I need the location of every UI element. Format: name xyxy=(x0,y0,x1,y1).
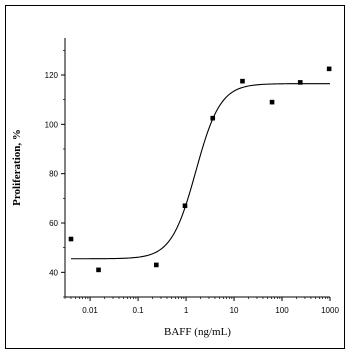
x-tick-label: 1000 xyxy=(321,306,339,315)
data-point xyxy=(326,66,332,72)
y-tick-label: 80 xyxy=(49,170,58,179)
data-point xyxy=(210,115,216,121)
data-points xyxy=(68,66,332,273)
data-point xyxy=(96,267,101,273)
data-point xyxy=(154,262,159,268)
data-point xyxy=(68,236,74,242)
data-point xyxy=(240,78,245,84)
x-tick-label: 1 xyxy=(184,306,189,315)
y-axis-label: Proliferation, % xyxy=(11,129,23,206)
x-tick-label: 10 xyxy=(230,306,239,315)
y-tick-label: 100 xyxy=(45,120,59,129)
chart-frame xyxy=(5,5,345,349)
x-axis-label: BAFF (ng/mL) xyxy=(164,326,231,338)
y-tick-label: 40 xyxy=(49,268,58,277)
y-tick-label: 60 xyxy=(49,219,58,228)
data-point xyxy=(297,80,303,85)
data-point xyxy=(182,203,188,209)
axes xyxy=(64,38,330,298)
x-tick-label: 100 xyxy=(275,306,289,315)
x-tick-label: 0.01 xyxy=(82,306,98,315)
fit-curve-group xyxy=(70,83,330,260)
x-tick-label: 0.1 xyxy=(133,306,145,315)
ticks: 0.01 0.1 1 10 100 1000 40 60 80 100 120 xyxy=(45,49,339,315)
y-tick-label: 120 xyxy=(45,71,59,80)
fit-curve xyxy=(70,83,330,260)
data-point xyxy=(269,99,275,105)
